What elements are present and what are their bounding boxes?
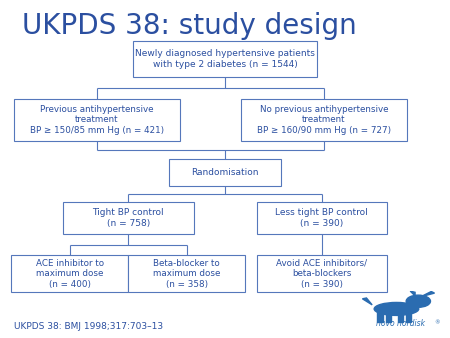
Bar — [398, 311, 403, 322]
Bar — [378, 311, 383, 322]
Text: novo nordisk: novo nordisk — [376, 319, 425, 328]
Text: Tight BP control
(n = 758): Tight BP control (n = 758) — [92, 208, 164, 228]
Polygon shape — [410, 291, 415, 296]
FancyBboxPatch shape — [256, 202, 387, 234]
Bar — [386, 311, 391, 322]
Text: Randomisation: Randomisation — [191, 168, 259, 177]
FancyBboxPatch shape — [128, 255, 245, 292]
Text: UKPDS 38: study design: UKPDS 38: study design — [22, 12, 357, 40]
Text: No previous antihypertensive
treatment
BP ≥ 160/90 mm Hg (n = 727): No previous antihypertensive treatment B… — [257, 105, 391, 135]
Bar — [406, 311, 411, 322]
Polygon shape — [362, 298, 372, 305]
Text: UKPDS 38: BMJ 1998;317:703–13: UKPDS 38: BMJ 1998;317:703–13 — [14, 321, 162, 331]
Text: Newly diagnosed hypertensive patients
with type 2 diabetes (n = 1544): Newly diagnosed hypertensive patients wi… — [135, 49, 315, 69]
Text: ACE inhibitor to
maximum dose
(n = 400): ACE inhibitor to maximum dose (n = 400) — [36, 259, 104, 289]
Circle shape — [406, 295, 431, 307]
Text: Less tight BP control
(n = 390): Less tight BP control (n = 390) — [275, 208, 368, 228]
FancyBboxPatch shape — [256, 255, 387, 292]
Polygon shape — [421, 291, 435, 297]
Text: Previous antihypertensive
treatment
BP ≥ 150/85 mm Hg (n = 421): Previous antihypertensive treatment BP ≥… — [30, 105, 164, 135]
FancyBboxPatch shape — [169, 159, 281, 186]
FancyBboxPatch shape — [11, 255, 128, 292]
Ellipse shape — [374, 303, 418, 315]
Text: Beta-blocker to
maximum dose
(n = 358): Beta-blocker to maximum dose (n = 358) — [153, 259, 220, 289]
Text: ®: ® — [434, 320, 440, 325]
FancyBboxPatch shape — [63, 202, 194, 234]
FancyBboxPatch shape — [133, 42, 317, 77]
FancyBboxPatch shape — [241, 99, 407, 141]
FancyBboxPatch shape — [14, 99, 180, 141]
Text: Avoid ACE inhibitors/
beta-blockers
(n = 390): Avoid ACE inhibitors/ beta-blockers (n =… — [276, 259, 367, 289]
